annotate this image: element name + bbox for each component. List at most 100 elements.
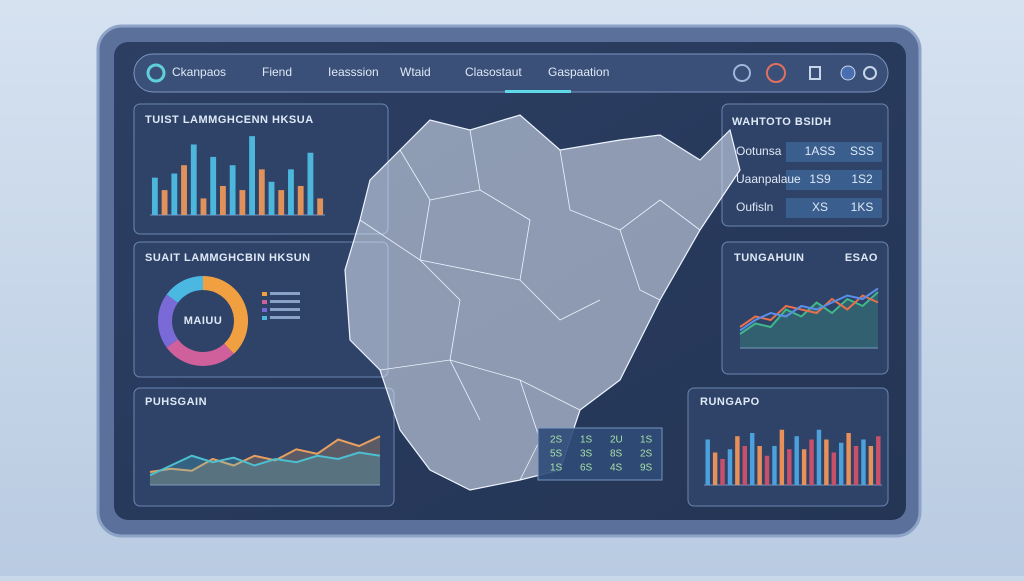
bar [307, 152, 314, 215]
bar [278, 190, 285, 215]
map-table-cell: 2S [640, 449, 653, 460]
stat-cell: 1S9 [809, 172, 831, 186]
bar [720, 459, 725, 485]
bar [876, 436, 881, 485]
legend-swatch [262, 308, 267, 312]
bar [787, 449, 792, 485]
icon-button[interactable] [809, 66, 821, 80]
bar [846, 433, 851, 485]
map-table-cell: 2U [610, 435, 623, 446]
stat-row [786, 170, 882, 190]
panel-title: TUNGAHUIN [734, 252, 805, 264]
bar [861, 439, 866, 485]
icon-button[interactable] [766, 63, 786, 83]
donut-segment [166, 276, 204, 304]
map-table-cell: 6S [580, 463, 593, 474]
map-table-cell: 5S [550, 449, 563, 460]
icon-button[interactable] [840, 65, 856, 81]
donut-segment [158, 294, 179, 348]
donut-segment [166, 338, 234, 366]
bar [288, 169, 294, 215]
line [149, 451, 381, 477]
icon-button[interactable] [863, 66, 877, 80]
nav-item[interactable]: Ieasssion [328, 65, 379, 79]
bar [220, 185, 226, 215]
legend-bar [270, 300, 300, 303]
line [739, 294, 879, 328]
map-table-cell: 3S [580, 449, 593, 460]
bar [816, 429, 822, 485]
bar [824, 439, 829, 485]
legend-swatch [262, 292, 267, 296]
map [344, 114, 741, 491]
bar [200, 198, 207, 215]
bar [853, 446, 859, 485]
area [150, 436, 380, 485]
bar [190, 144, 197, 215]
map-table-cell: 9S [640, 463, 653, 474]
donut-segment [202, 276, 248, 354]
map-table-cell: 4S [610, 463, 623, 474]
panel [721, 241, 889, 375]
bar [171, 173, 178, 215]
bar [239, 190, 246, 215]
stat-cell: 1S2 [851, 172, 873, 186]
bar [772, 446, 777, 485]
line [739, 287, 879, 332]
stat-row [786, 142, 882, 162]
icon-button[interactable] [733, 64, 751, 82]
stat-cell: 1ASS [805, 144, 836, 158]
bar [258, 169, 265, 215]
map-table-cell: 2S [550, 435, 563, 446]
nav-item[interactable]: Gaspaation [548, 65, 609, 79]
bar [742, 446, 748, 485]
bar [705, 439, 710, 485]
map-table [537, 427, 663, 481]
line [149, 435, 381, 473]
panel-title: TUIST LAMMGHCENN HKSUA [145, 114, 314, 126]
bar [161, 190, 168, 215]
map-table-cell: 1S [640, 435, 653, 446]
brand: Ckanpaos [172, 65, 226, 79]
stat-cell: XS [812, 200, 828, 214]
panel [133, 387, 395, 507]
nav-item[interactable]: Fiend [262, 65, 292, 79]
active-indicator [505, 90, 571, 93]
bar [809, 439, 814, 485]
bar [712, 452, 718, 485]
panel-title: SUAIT LAMMGHCBIN HKSUN [145, 252, 311, 264]
panel-title: PUHSGAIN [145, 396, 207, 408]
bar [151, 177, 158, 215]
legend-swatch [262, 316, 267, 320]
map-table-cell: 8S [610, 449, 623, 460]
bar [838, 442, 844, 485]
bar [727, 449, 733, 485]
stat-cell: Oufisln [736, 200, 773, 214]
stat-row [786, 198, 882, 218]
bar [757, 446, 762, 485]
map-table-cell: 1S [580, 435, 593, 446]
legend-bar [270, 308, 300, 311]
legend-bar [270, 292, 300, 295]
donut-label: MAIUU [184, 315, 223, 327]
bar [801, 449, 807, 485]
nav-item[interactable]: Wtaid [400, 65, 431, 79]
stat-cell: SSS [850, 144, 874, 158]
nav-item[interactable]: Clasostaut [465, 65, 522, 79]
bar [779, 429, 785, 485]
stat-cell: 1KS [851, 200, 874, 214]
legend-swatch [262, 300, 267, 304]
bar [249, 136, 255, 215]
panel-title: RUNGAPO [700, 396, 760, 408]
stat-cell: Uaanpalaue [736, 172, 801, 186]
bar [268, 181, 275, 215]
logo [146, 63, 166, 83]
legend-bar [270, 316, 300, 319]
bar [210, 156, 217, 215]
panel-title: WAHTOTO BSIDH [732, 116, 832, 128]
bar [735, 436, 740, 485]
bar [764, 455, 770, 485]
bar [181, 165, 187, 215]
